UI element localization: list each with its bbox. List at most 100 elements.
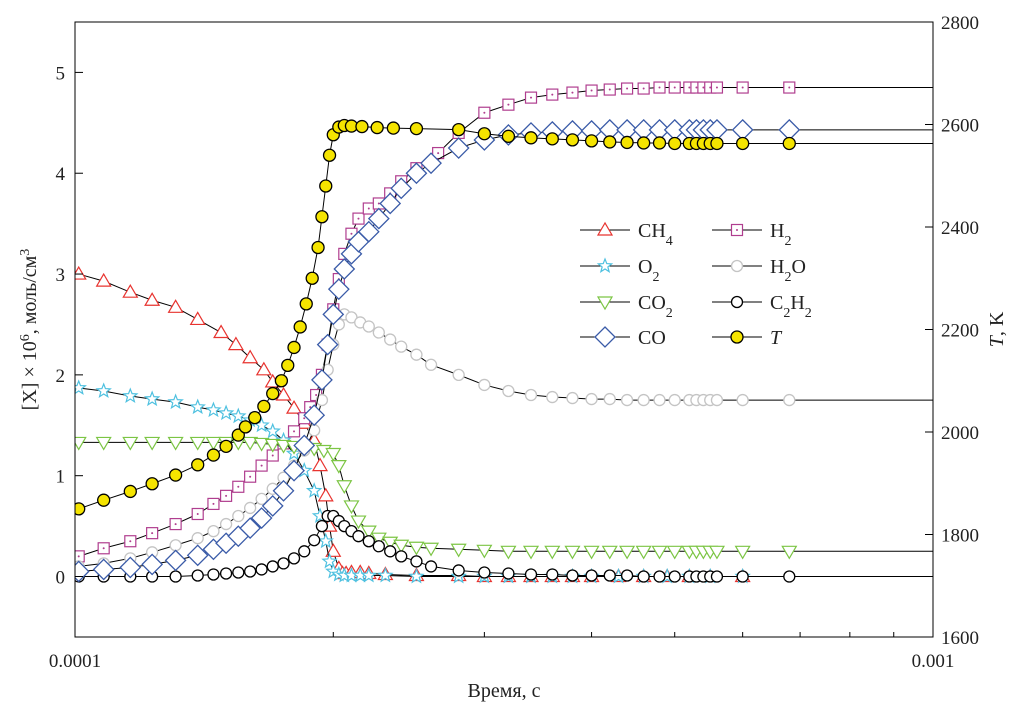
point-ch4 [242,349,259,364]
y-right-tick-label: 2600 [941,116,979,137]
point-t [248,410,262,425]
point-t [409,121,424,136]
point-o2 [360,566,378,583]
point-o2 [75,379,87,395]
point-t [206,448,221,462]
point-h2-dot [271,454,274,457]
point-t [266,386,280,401]
point-ch4 [167,299,184,313]
legend-item-co: CO [580,326,666,349]
point-t [123,484,137,499]
y-left-tick-label: 3 [56,265,66,286]
point-co2 [564,545,581,560]
point-co2 [330,460,347,474]
point-c2h2 [502,567,515,580]
point-co2 [242,436,259,451]
series-line-h2 [78,87,933,557]
point-co2 [75,436,87,451]
point-h2-dot [551,93,554,96]
point-co2 [651,545,668,560]
point-h2-dot [212,502,215,505]
point-o2 [167,393,184,410]
point-h2-dot [237,485,240,488]
point-h2o [424,358,438,371]
point-h2-dot [590,89,593,92]
point-h2-dot [350,232,353,235]
point-c2h2 [653,570,666,583]
point-h2o [243,501,257,515]
point-ch4 [311,457,329,472]
point-h2o [668,393,681,407]
point-c2h2 [783,570,796,583]
point-h2-dot [309,406,312,409]
point-c2h2 [219,567,233,580]
point-co2 [205,436,222,451]
point-t [257,399,271,414]
series-layer [75,81,933,584]
point-c2h2 [277,557,290,570]
point-t [603,135,617,149]
point-o2 [230,407,247,424]
point-h2o [207,524,220,538]
point-h2o [232,509,245,523]
point-t [386,121,401,135]
point-t [97,493,111,507]
point-co [322,303,345,326]
point-h2o [783,393,796,407]
point-c2h2 [169,570,182,583]
point-t [311,240,325,255]
y-right-tick-label: 2200 [941,321,979,342]
y-right-tick-label: 1600 [941,628,979,649]
point-co [119,556,142,579]
point-h2-dot [249,475,252,478]
point-h2o [395,340,408,353]
point-co [327,278,350,301]
point-co [390,177,413,200]
point-co [164,549,187,572]
point-co2 [343,500,360,515]
point-co2 [189,436,206,451]
point-t [620,135,634,150]
y-right-axis-title: T, K [986,311,1008,347]
point-t [668,136,682,151]
point-co [75,560,90,583]
series-t [75,118,933,516]
point-h2-dot [151,532,154,535]
point-h2o [736,393,749,407]
point-h2-dot [303,417,306,420]
point-ch4 [189,311,206,326]
point-co [293,434,316,457]
point-c2h2 [424,560,438,573]
point-h2-dot [626,87,629,90]
point-h2o [452,368,465,382]
y-right-tick-label: 2800 [941,13,979,34]
point-h2-dot [658,86,661,89]
point-ch4 [213,324,230,339]
point-co [186,544,209,567]
plot-frame [74,21,934,638]
point-co [379,192,402,215]
legend-marker-ch4 [596,221,614,236]
point-t [238,420,253,434]
point-o2 [205,401,222,418]
point-h2-dot [196,513,199,515]
point-t [355,119,369,134]
legend-label-t: T [770,327,783,349]
point-c2h2 [620,569,634,582]
point-h2o [372,326,385,339]
point-c2h2 [191,569,204,582]
point-co2 [144,436,161,451]
point-h2-dot [77,555,80,558]
point-t [524,131,538,145]
point-h2o [410,348,423,361]
point-t [299,297,313,311]
point-t [75,502,86,516]
point-h2o [219,517,233,531]
legend-item-co2: CO2 [580,292,673,321]
point-t [219,439,233,454]
legend-label-ch4: CH4 [638,220,673,249]
point-ch4 [75,265,87,280]
point-o2 [305,482,323,498]
y-left-tick-label: 0 [56,568,66,589]
point-h2-dot [530,96,533,99]
